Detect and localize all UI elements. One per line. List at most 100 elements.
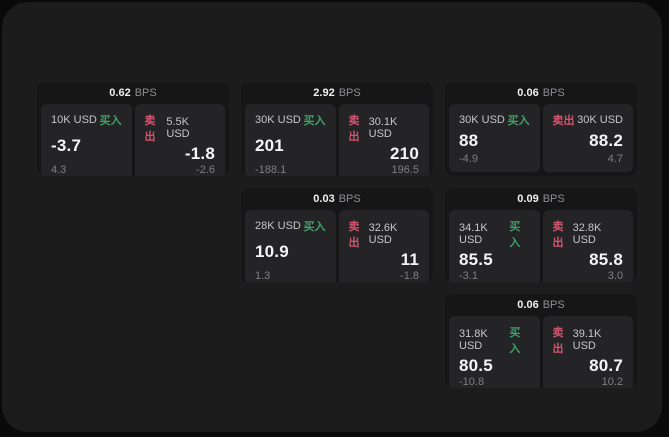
sell-tile-header: 卖出 32.8K USD: [553, 218, 624, 250]
quote-card: 0.62 BPS 10K USD 买入 -3.7 4.3 卖出 5.5K USD…: [37, 82, 229, 176]
buy-price: 201: [255, 136, 284, 155]
bps-unit-label: BPS: [338, 87, 361, 99]
card-body: 30K USD 买入 201 -188.1 卖出 30.1K USD 210 1…: [241, 104, 433, 176]
sell-tile[interactable]: 卖出 5.5K USD -1.8 -2.6: [134, 104, 225, 176]
buy-size: 30K USD: [255, 114, 301, 126]
buy-size: 30K USD: [459, 114, 505, 126]
card-body: 28K USD 买入 10.9 1.3 卖出 32.6K USD 11 -1.8: [241, 210, 433, 282]
buy-size: 28K USD: [255, 220, 301, 232]
card-header: 0.06 BPS: [445, 294, 637, 316]
sell-tile-header: 卖出 32.6K USD: [349, 218, 420, 250]
sell-price: 11: [400, 250, 419, 269]
buy-tile[interactable]: 30K USD 买入 88 -4.9: [449, 104, 540, 172]
bps-unit-label: BPS: [338, 193, 361, 205]
bps-value: 0.09: [517, 193, 539, 205]
buy-tile-header: 30K USD 买入: [255, 112, 326, 128]
bps-unit-label: BPS: [542, 193, 565, 205]
buy-tile-header: 34.1K USD 买入: [459, 218, 530, 250]
buy-delta: 1.3: [255, 270, 271, 282]
card-body: 34.1K USD 买入 85.5 -3.1 卖出 32.8K USD 85.8…: [445, 210, 637, 282]
sell-tile-header: 卖出 5.5K USD: [145, 112, 216, 144]
dashboard-panel: 0.62 BPS 10K USD 买入 -3.7 4.3 卖出 5.5K USD…: [2, 2, 662, 432]
sell-price: 210: [390, 144, 419, 163]
buy-side-label: 买入: [507, 115, 530, 127]
quote-card: 0.09 BPS 34.1K USD 买入 85.5 -3.1 卖出 32.8K…: [445, 188, 637, 282]
card-header: 0.03 BPS: [241, 188, 433, 210]
buy-delta: -4.9: [459, 153, 478, 165]
bps-value: 0.06: [517, 299, 539, 311]
sell-size: 39.1K USD: [572, 328, 602, 352]
sell-side-label: 卖出: [552, 115, 575, 127]
bps-unit-label: BPS: [542, 299, 565, 311]
sell-delta: -2.6: [196, 164, 215, 176]
card-body: 31.8K USD 买入 80.5 -10.8 卖出 39.1K USD 80.…: [445, 316, 637, 388]
card-header: 0.06 BPS: [445, 82, 637, 104]
sell-tile[interactable]: 卖出 30K USD 88.2 4.7: [542, 104, 633, 172]
buy-size: 31.8K USD: [459, 328, 488, 352]
buy-side-label: 买入: [303, 115, 326, 127]
sell-side-label: 卖出: [552, 221, 564, 249]
bps-value: 0.06: [517, 87, 539, 99]
quote-cards-grid: 0.62 BPS 10K USD 买入 -3.7 4.3 卖出 5.5K USD…: [37, 82, 637, 388]
sell-tile[interactable]: 卖出 39.1K USD 80.7 10.2: [542, 316, 633, 388]
sell-tile-header: 卖出 30K USD: [553, 112, 624, 128]
sell-side-label: 卖出: [348, 115, 360, 143]
sell-delta: 3.0: [607, 270, 623, 282]
buy-side-label: 买入: [303, 221, 326, 233]
sell-delta: -1.8: [400, 270, 419, 282]
quote-card: 0.06 BPS 30K USD 买入 88 -4.9 卖出 30K USD 8…: [445, 82, 637, 176]
bps-unit-label: BPS: [134, 87, 157, 99]
buy-delta: -3.1: [459, 270, 478, 282]
buy-side-label: 买入: [509, 327, 521, 355]
buy-price: -3.7: [51, 136, 82, 155]
bps-unit-label: BPS: [542, 87, 565, 99]
sell-size: 30.1K USD: [368, 116, 398, 140]
sell-side-label: 卖出: [552, 327, 564, 355]
sell-price: 85.8: [589, 250, 623, 269]
sell-size: 5.5K USD: [166, 116, 190, 140]
buy-delta: -10.8: [459, 376, 485, 388]
buy-tile-header: 28K USD 买入: [255, 218, 326, 234]
buy-tile[interactable]: 34.1K USD 买入 85.5 -3.1: [449, 210, 540, 282]
card-body: 10K USD 买入 -3.7 4.3 卖出 5.5K USD -1.8 -2.…: [37, 104, 229, 176]
card-header: 0.09 BPS: [445, 188, 637, 210]
sell-tile[interactable]: 卖出 30.1K USD 210 196.5: [338, 104, 429, 176]
sell-price: 80.7: [589, 356, 623, 375]
buy-tile-header: 30K USD 买入: [459, 112, 530, 128]
sell-size: 30K USD: [577, 114, 623, 126]
sell-price: -1.8: [184, 144, 215, 163]
buy-tile[interactable]: 28K USD 买入 10.9 1.3: [245, 210, 336, 282]
bps-value: 0.03: [313, 193, 335, 205]
sell-side-label: 卖出: [348, 221, 360, 249]
sell-size: 32.6K USD: [368, 222, 398, 246]
sell-price: 88.2: [589, 130, 623, 150]
quote-card: 0.03 BPS 28K USD 买入 10.9 1.3 卖出 32.6K US…: [241, 188, 433, 282]
quote-card: 0.06 BPS 31.8K USD 买入 80.5 -10.8 卖出 39.1…: [445, 294, 637, 388]
sell-tile-header: 卖出 30.1K USD: [349, 112, 420, 144]
buy-size: 10K USD: [51, 114, 97, 126]
buy-delta: 4.3: [51, 164, 67, 176]
buy-price: 10.9: [255, 242, 289, 261]
buy-tile-header: 31.8K USD 买入: [459, 324, 530, 356]
sell-tile[interactable]: 卖出 32.6K USD 11 -1.8: [338, 210, 429, 282]
buy-price: 80.5: [459, 356, 493, 375]
card-header: 0.62 BPS: [37, 82, 229, 104]
sell-delta: 10.2: [601, 376, 623, 388]
buy-price: 85.5: [459, 250, 493, 269]
sell-tile-header: 卖出 39.1K USD: [553, 324, 624, 356]
sell-tile[interactable]: 卖出 32.8K USD 85.8 3.0: [542, 210, 633, 282]
sell-delta: 4.7: [607, 153, 623, 165]
quote-card: 2.92 BPS 30K USD 买入 201 -188.1 卖出 30.1K …: [241, 82, 433, 176]
card-body: 30K USD 买入 88 -4.9 卖出 30K USD 88.2 4.7: [445, 104, 637, 176]
bps-value: 0.62: [109, 87, 131, 99]
buy-side-label: 买入: [99, 115, 122, 127]
buy-tile-header: 10K USD 买入: [51, 112, 122, 128]
sell-delta: 196.5: [391, 164, 419, 176]
buy-tile[interactable]: 31.8K USD 买入 80.5 -10.8: [449, 316, 540, 388]
sell-side-label: 卖出: [144, 115, 156, 143]
buy-size: 34.1K USD: [459, 222, 488, 246]
buy-tile[interactable]: 30K USD 买入 201 -188.1: [245, 104, 336, 176]
buy-tile[interactable]: 10K USD 买入 -3.7 4.3: [41, 104, 132, 176]
buy-side-label: 买入: [509, 221, 521, 249]
bps-value: 2.92: [313, 87, 335, 99]
